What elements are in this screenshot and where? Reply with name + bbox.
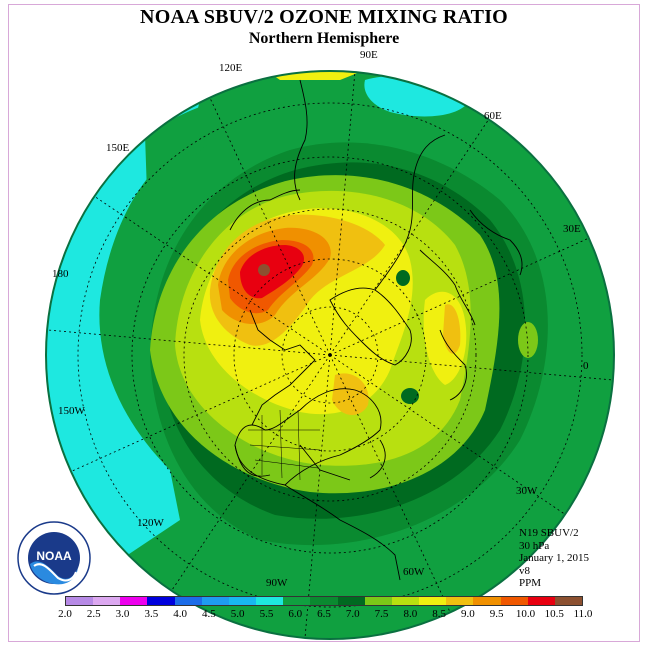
noaa-logo-text: NOAA — [36, 549, 72, 563]
patch-a — [396, 270, 410, 286]
patch-c — [518, 322, 538, 358]
info-version: v8 — [519, 564, 530, 577]
colorbar — [65, 596, 583, 606]
colorbar-swatch — [120, 597, 148, 605]
field-11-0 — [258, 264, 270, 276]
field-6-0-b — [145, 91, 300, 280]
info-panel: N19 SBUV/2 30 hPa January 1, 2015 v8 PPM — [519, 527, 589, 590]
colorbar-swatch — [66, 597, 94, 605]
colorbar-tick-label: 6.0 — [288, 608, 303, 620]
info-date: January 1, 2015 — [519, 552, 589, 564]
lon-label-180: 180 — [52, 268, 69, 280]
colorbar-tick-label: 3.0 — [115, 608, 130, 620]
colorbar-swatch — [283, 597, 311, 605]
page-subtitle: Northern Hemisphere — [248, 30, 400, 47]
lon-label-0: 0 — [583, 360, 589, 372]
colorbar-ticks: 2.0 2.5 3.0 3.5 4.0 4.5 5.0 5.5 6.0 6.5 7.0 7.5 8.0 8… — [58, 608, 592, 622]
patch-b — [401, 388, 419, 404]
colorbar-tick-label: 9.5 — [489, 608, 504, 620]
noaa-logo-icon: NOAA — [17, 521, 91, 595]
field-5-5 — [46, 100, 200, 560]
lon-label-120w: 120W — [137, 517, 164, 529]
colorbar-tick-label: 5.5 — [259, 608, 274, 620]
page-title: NOAA SBUV/2 OZONE MIXING RATIO — [140, 6, 508, 28]
map-border — [45, 70, 615, 640]
lon-label-30w: 30W — [516, 485, 538, 497]
lon-label-150w: 150W — [58, 405, 85, 417]
colorbar-swatch — [554, 597, 582, 605]
colorbar-swatch — [174, 597, 202, 605]
info-units: PPM — [519, 577, 542, 589]
figure-frame — [8, 4, 640, 642]
colorbar-swatch — [500, 597, 528, 605]
us-state-lines — [248, 409, 321, 481]
colorbar-tick-label: 4.0 — [173, 608, 187, 620]
lon-label-150e: 150E — [106, 142, 130, 154]
colorbar-swatch — [310, 597, 338, 605]
colorbar-swatch — [93, 597, 121, 605]
field-10-5 — [240, 245, 305, 299]
colorbar-tick-label: 10.0 — [515, 608, 536, 620]
colorbar-tick-label: 5.0 — [230, 608, 245, 620]
colorbar-swatch — [446, 597, 474, 605]
lon-label-60w: 60W — [403, 566, 425, 578]
colorbar-tick-label: 2.5 — [86, 608, 101, 620]
colorbar-swatch — [337, 597, 365, 605]
colorbar-swatch — [473, 597, 501, 605]
colorbar-tick-label: 9.0 — [461, 608, 475, 620]
info-level: 30 hPa — [519, 539, 550, 552]
lon-label-90e: 90E — [360, 49, 378, 61]
colorbar-tick-label: 7.0 — [345, 608, 360, 620]
colorbar-tick-label: 3.5 — [144, 608, 159, 620]
colorbar-tick-label: 7.5 — [374, 608, 389, 620]
lon-label-60e: 60E — [484, 110, 502, 122]
colorbar-tick-label: 8.0 — [403, 608, 418, 620]
colorbar-swatch — [419, 597, 447, 605]
colorbar-swatch — [256, 597, 284, 605]
info-satellite: N19 SBUV/2 — [519, 527, 579, 539]
colorbar-swatch — [201, 597, 229, 605]
colorbar-tick-label: 2.0 — [58, 608, 72, 620]
lon-label-30e: 30E — [563, 223, 581, 235]
lon-label-90w: 90W — [266, 577, 288, 589]
colorbar-tick-label: 11.0 — [573, 608, 593, 620]
colorbar-swatch — [527, 597, 555, 605]
colorbar-swatch — [228, 597, 257, 605]
latitude-circles — [77, 102, 583, 608]
field-9-0-c — [443, 304, 461, 354]
colorbar-tick-label: 8.5 — [432, 608, 446, 620]
colorbar-swatch — [147, 597, 175, 605]
colorbar-swatch — [364, 597, 392, 605]
colorbar-tick-label: 4.5 — [202, 608, 216, 620]
field-9-0-b — [332, 373, 369, 416]
lon-label-120e: 120E — [219, 62, 243, 74]
colorbar-tick-label: 10.5 — [544, 608, 564, 620]
colorbar-swatch — [391, 597, 420, 605]
colorbar-tick-label: 6.5 — [317, 608, 331, 620]
